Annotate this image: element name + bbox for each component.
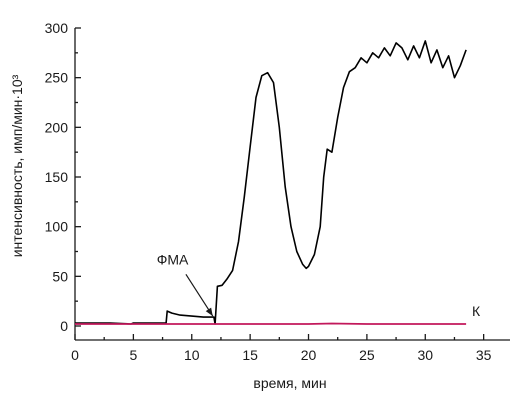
series-layer bbox=[75, 40, 467, 325]
x-tick-label: 0 bbox=[71, 347, 79, 363]
y-tick-label: 250 bbox=[45, 70, 69, 86]
y-tick-label: 100 bbox=[45, 219, 69, 235]
x-tick-label: 15 bbox=[242, 347, 258, 363]
y-tick-label: 0 bbox=[60, 318, 68, 334]
annotation-2: К bbox=[472, 303, 481, 319]
x-tick-label: 5 bbox=[129, 347, 137, 363]
series-line-1 bbox=[75, 40, 467, 325]
annotation-arrow-line bbox=[185, 274, 214, 317]
x-tick-label: 20 bbox=[301, 347, 317, 363]
y-tick-label: 300 bbox=[45, 20, 69, 36]
ticks: 0 5 10 15 20 25 30 35 0 50 100 150 200 250 300 bbox=[45, 20, 492, 363]
annotation-arrow-head bbox=[205, 307, 213, 317]
y-tick-label: 50 bbox=[52, 268, 68, 284]
y-axis-label: интенсивность, имп/мин·10³ bbox=[9, 74, 25, 257]
x-tick-label: 35 bbox=[476, 347, 492, 363]
series-line-2 bbox=[75, 322, 467, 325]
annotation-1: ФМА bbox=[157, 251, 189, 267]
x-axis-label: время, мин bbox=[253, 375, 326, 391]
x-tick-label: 10 bbox=[184, 347, 200, 363]
y-tick-label: 200 bbox=[45, 119, 69, 135]
y-tick-label: 150 bbox=[45, 169, 69, 185]
x-tick-label: 30 bbox=[417, 347, 433, 363]
annotation-layer: ФМА К bbox=[157, 251, 481, 319]
axes bbox=[74, 28, 510, 341]
x-tick-label: 25 bbox=[359, 347, 375, 363]
